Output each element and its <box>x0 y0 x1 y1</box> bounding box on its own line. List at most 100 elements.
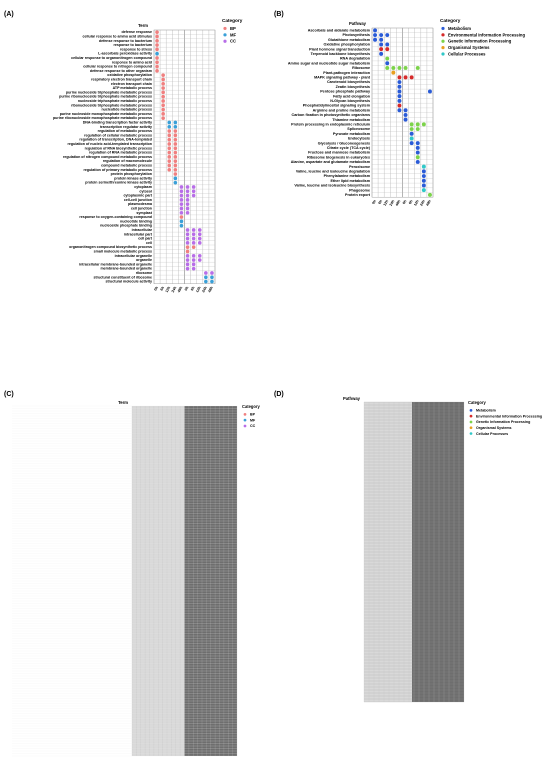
x-tick-label: 24h <box>171 286 178 293</box>
y-tick-label: Pentose phosphate pathway <box>320 90 371 94</box>
data-point <box>155 30 159 34</box>
y-tick-label: regulation of RNA biosynthetic process <box>85 146 152 150</box>
y-tick-label: defense response <box>121 30 152 34</box>
data-point <box>167 124 172 129</box>
data-point <box>185 228 190 232</box>
y-tick-label: Phosphatidylinositol signaling system <box>303 104 371 108</box>
data-point <box>161 112 165 116</box>
data-point <box>421 178 426 183</box>
chart-title: Term <box>138 23 148 28</box>
data-point <box>185 266 190 271</box>
data-point <box>179 219 184 224</box>
panel-c: (C) Term Category BP MF CC <box>2 388 264 763</box>
data-point <box>379 51 384 56</box>
panel-label-a: (A) <box>4 11 14 18</box>
legend-label: CC <box>230 39 236 44</box>
data-point <box>191 232 196 237</box>
y-tick-label: electron transport chain <box>111 82 152 86</box>
data-point <box>161 73 165 77</box>
y-tick-label: membrane-bounded organelle <box>100 267 152 271</box>
legend-label: MF <box>250 418 256 422</box>
y-tick-label: Amino sugar and nucleotide sugar metabol… <box>288 61 371 65</box>
y-tick-label: Endocytosis <box>348 137 370 141</box>
data-point <box>191 185 196 189</box>
legend-title: Category <box>440 18 461 23</box>
panel-label-d: (D) <box>274 391 284 398</box>
data-point <box>397 94 402 99</box>
y-tick-label: L-ascorbate peroxidase activity <box>98 52 152 56</box>
y-tick-label: response to bacterium <box>113 43 152 47</box>
grid-bg-right <box>184 29 216 284</box>
y-tick-label: transcription regulator activity <box>100 125 152 129</box>
y-tick-label: cytoplasm <box>134 185 152 189</box>
data-point <box>421 174 426 179</box>
data-point <box>204 271 208 275</box>
data-point <box>409 127 414 132</box>
x-tick-label: 48h <box>395 199 402 206</box>
y-tick-label: ATP metabolic process <box>113 86 152 90</box>
legend-label: CC <box>250 424 256 428</box>
legend-label: Environmental Information Processing <box>448 32 525 37</box>
y-tick-label: purine nucleoside monophosphate metaboli… <box>60 112 152 116</box>
y-tick-label: ribosome <box>136 271 152 275</box>
legend-swatch <box>469 420 473 424</box>
y-tick-label: protein serine/threonine kinase activity <box>85 181 152 185</box>
y-tick-label: Zeatin biosynthesis <box>336 85 370 89</box>
data-point <box>415 122 420 127</box>
data-point <box>403 75 408 80</box>
data-point <box>173 124 178 129</box>
data-point <box>173 142 178 146</box>
data-point <box>397 84 402 89</box>
data-point <box>155 51 159 56</box>
x-tick-label: 6h <box>408 199 414 205</box>
y-tick-label: intracellular <box>132 228 153 232</box>
legend-swatch <box>243 412 247 416</box>
data-point <box>421 188 426 193</box>
data-point <box>197 228 202 232</box>
y-tick-label: Valine, leucine and isoleucine biosynthe… <box>294 184 370 188</box>
legend-title: Category <box>468 400 486 405</box>
data-point <box>161 107 165 112</box>
data-point <box>179 206 184 211</box>
data-point <box>373 33 378 38</box>
y-tick-label: regulation of nitrogen compound metaboli… <box>63 155 152 159</box>
y-tick-label: cell <box>146 241 152 245</box>
y-tick-label: Fructose and mannose metabolism <box>308 151 371 155</box>
data-point <box>397 75 402 80</box>
y-tick-label: response to oxygen-containing compound <box>79 215 152 219</box>
data-point <box>185 193 190 198</box>
data-point <box>167 150 172 155</box>
data-point <box>379 37 384 42</box>
y-tick-label: Carbon fixation in photosynthetic organi… <box>292 113 370 117</box>
data-point <box>185 249 190 254</box>
data-point <box>385 33 390 38</box>
panel-d: (D) Pathway Category Metabolism Environmenta… <box>272 388 548 763</box>
y-tick-label: structural molecule activity <box>105 280 152 284</box>
legend-title: Category <box>222 18 243 23</box>
y-tick-label: Citrate cycle (TCA cycle) <box>327 146 371 150</box>
data-point <box>173 176 178 181</box>
y-tick-label: oxidative phosphorylation <box>107 73 152 77</box>
data-point <box>167 137 172 142</box>
data-point <box>161 81 165 86</box>
data-point <box>179 210 184 215</box>
data-point <box>179 198 184 202</box>
y-tick-label: small molecule metabolic process <box>94 250 152 254</box>
x-tick-label: 0h <box>184 286 190 292</box>
y-tick-label: RNA degradation <box>340 57 371 61</box>
data-point <box>185 202 190 206</box>
legend-swatch <box>469 414 473 418</box>
y-tick-label: Plant-pathogen interaction <box>323 71 370 75</box>
x-tick-label: 12h <box>165 286 172 293</box>
y-tick-label: protein phosphorylation <box>111 172 152 176</box>
data-point <box>397 108 402 113</box>
legend-swatch <box>441 46 445 50</box>
data-point <box>415 141 420 146</box>
data-point <box>173 172 178 176</box>
data-point <box>185 253 190 258</box>
data-point <box>161 77 165 82</box>
data-point <box>409 136 414 141</box>
data-point <box>185 245 190 249</box>
y-tick-label: Ascorbate and aldarate metabolism <box>308 29 371 33</box>
